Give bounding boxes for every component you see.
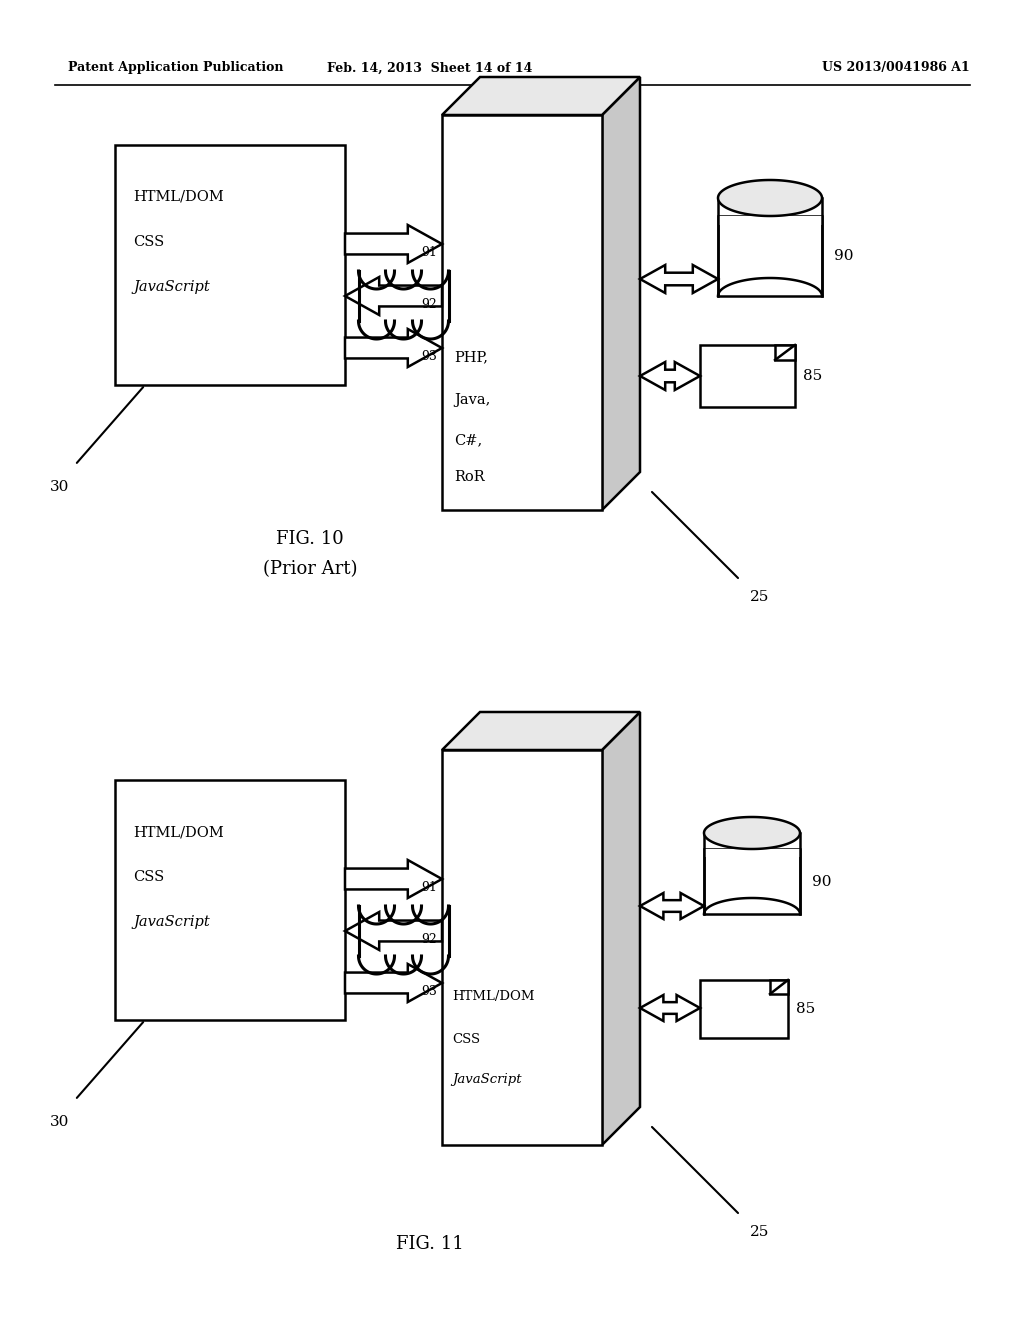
Bar	[442, 750, 602, 1144]
Text: HTML/DOM: HTML/DOM	[133, 190, 224, 205]
Text: 93: 93	[421, 985, 437, 998]
Polygon shape	[345, 224, 442, 263]
Polygon shape	[640, 362, 700, 389]
Text: 90: 90	[834, 249, 853, 263]
Polygon shape	[705, 817, 800, 849]
Text: RoR: RoR	[454, 470, 484, 484]
Bar	[115, 780, 345, 1020]
Polygon shape	[345, 964, 442, 1002]
Text: Feb. 14, 2013  Sheet 14 of 14: Feb. 14, 2013 Sheet 14 of 14	[328, 62, 532, 74]
Text: 30: 30	[50, 480, 70, 494]
Text: CSS: CSS	[452, 1034, 480, 1045]
Text: 85: 85	[803, 370, 822, 383]
Bar	[718, 216, 822, 296]
Text: 25: 25	[750, 1225, 769, 1239]
Text: FIG. 10: FIG. 10	[276, 531, 344, 548]
Text: CSS: CSS	[133, 235, 164, 249]
Text: 91: 91	[421, 880, 437, 894]
Polygon shape	[442, 711, 640, 750]
Text: CSS: CSS	[133, 870, 164, 884]
Bar	[718, 216, 822, 224]
Bar	[700, 345, 795, 407]
Polygon shape	[770, 979, 788, 994]
Text: 91: 91	[421, 246, 437, 259]
Text: HTML/DOM: HTML/DOM	[133, 825, 224, 840]
Text: 85: 85	[796, 1002, 815, 1016]
Bar	[700, 979, 788, 1038]
Bar	[442, 115, 602, 510]
Polygon shape	[640, 894, 705, 919]
Text: 92: 92	[421, 298, 437, 312]
Bar	[705, 849, 800, 857]
Polygon shape	[345, 912, 442, 950]
Polygon shape	[602, 711, 640, 1144]
Bar	[115, 145, 345, 385]
Polygon shape	[640, 265, 718, 293]
Text: JavaScript: JavaScript	[133, 915, 210, 929]
Polygon shape	[640, 995, 700, 1020]
Text: (Prior Art): (Prior Art)	[263, 560, 357, 578]
Polygon shape	[602, 77, 640, 510]
Polygon shape	[718, 180, 822, 216]
Text: 90: 90	[812, 874, 831, 888]
Polygon shape	[442, 77, 640, 115]
Text: 30: 30	[50, 1115, 70, 1129]
Polygon shape	[345, 329, 442, 367]
Polygon shape	[345, 861, 442, 898]
Text: Java,: Java,	[454, 393, 490, 407]
Text: C#,: C#,	[454, 433, 482, 447]
Bar	[705, 849, 800, 913]
Text: Patent Application Publication: Patent Application Publication	[68, 62, 284, 74]
Polygon shape	[775, 345, 795, 360]
Text: JavaScript: JavaScript	[452, 1073, 521, 1086]
Text: 25: 25	[750, 590, 769, 605]
Text: PHP,: PHP,	[454, 350, 488, 364]
Text: US 2013/0041986 A1: US 2013/0041986 A1	[822, 62, 970, 74]
Text: JavaScript: JavaScript	[133, 280, 210, 294]
Text: 92: 92	[421, 933, 437, 946]
Text: HTML/DOM: HTML/DOM	[452, 990, 535, 1003]
Polygon shape	[345, 277, 442, 315]
Text: FIG. 11: FIG. 11	[396, 1236, 464, 1253]
Text: 93: 93	[421, 350, 437, 363]
